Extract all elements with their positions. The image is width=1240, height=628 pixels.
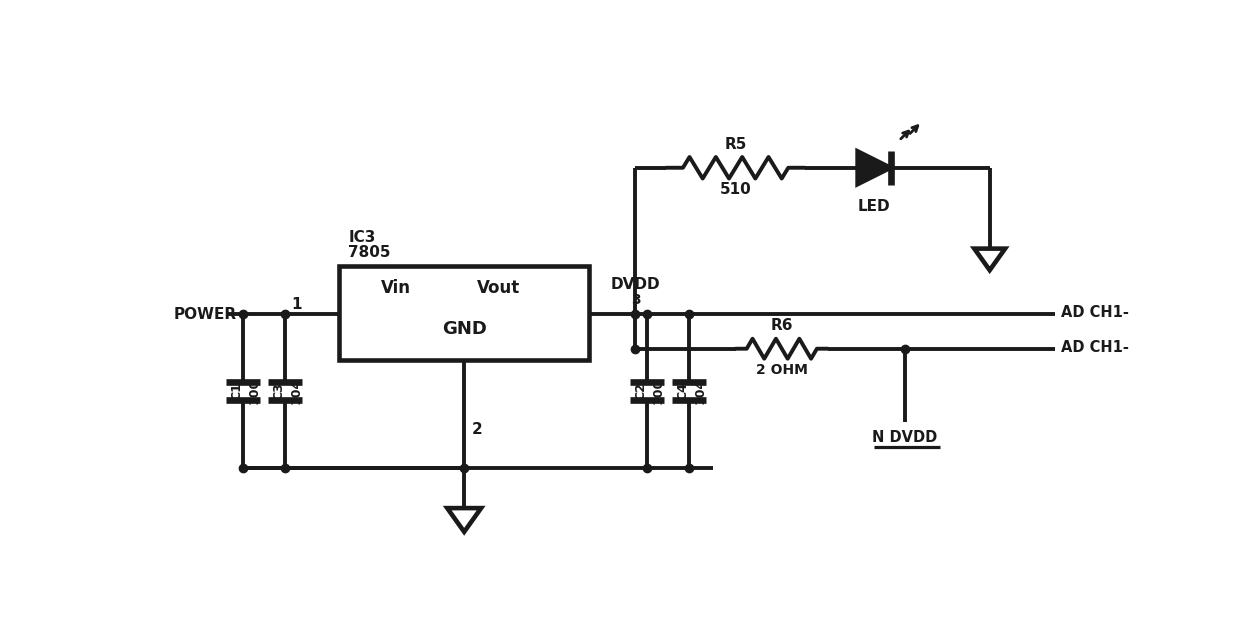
Text: 3: 3 bbox=[631, 293, 640, 307]
Text: 104: 104 bbox=[289, 378, 303, 404]
Text: Vout: Vout bbox=[476, 279, 520, 297]
Text: C4: C4 bbox=[677, 382, 689, 400]
Text: 104: 104 bbox=[693, 378, 707, 404]
Text: 7805: 7805 bbox=[348, 245, 391, 260]
Polygon shape bbox=[975, 249, 1006, 270]
Text: Vin: Vin bbox=[382, 279, 412, 297]
Text: 1: 1 bbox=[291, 297, 303, 312]
Polygon shape bbox=[857, 151, 892, 185]
Text: DVDD: DVDD bbox=[610, 278, 661, 292]
Text: 100: 100 bbox=[651, 378, 665, 404]
Text: 2 OHM: 2 OHM bbox=[756, 363, 807, 377]
Text: R5: R5 bbox=[724, 137, 746, 152]
Text: 510: 510 bbox=[719, 182, 751, 197]
Polygon shape bbox=[448, 508, 481, 532]
Text: C2: C2 bbox=[635, 382, 647, 400]
Text: LED: LED bbox=[858, 198, 890, 214]
Text: C1: C1 bbox=[231, 382, 243, 400]
Text: AD CH1-: AD CH1- bbox=[1061, 340, 1130, 355]
Text: IC3: IC3 bbox=[348, 230, 376, 244]
Text: R6: R6 bbox=[770, 318, 794, 333]
Text: 100: 100 bbox=[247, 378, 260, 404]
Text: 2: 2 bbox=[472, 422, 482, 437]
Text: GND: GND bbox=[441, 320, 486, 338]
Text: C3: C3 bbox=[273, 382, 285, 400]
Text: AD CH1-: AD CH1- bbox=[1061, 305, 1130, 320]
Text: N DVDD: N DVDD bbox=[873, 430, 937, 445]
Bar bbox=[339, 266, 589, 360]
Text: POWER: POWER bbox=[174, 306, 237, 322]
